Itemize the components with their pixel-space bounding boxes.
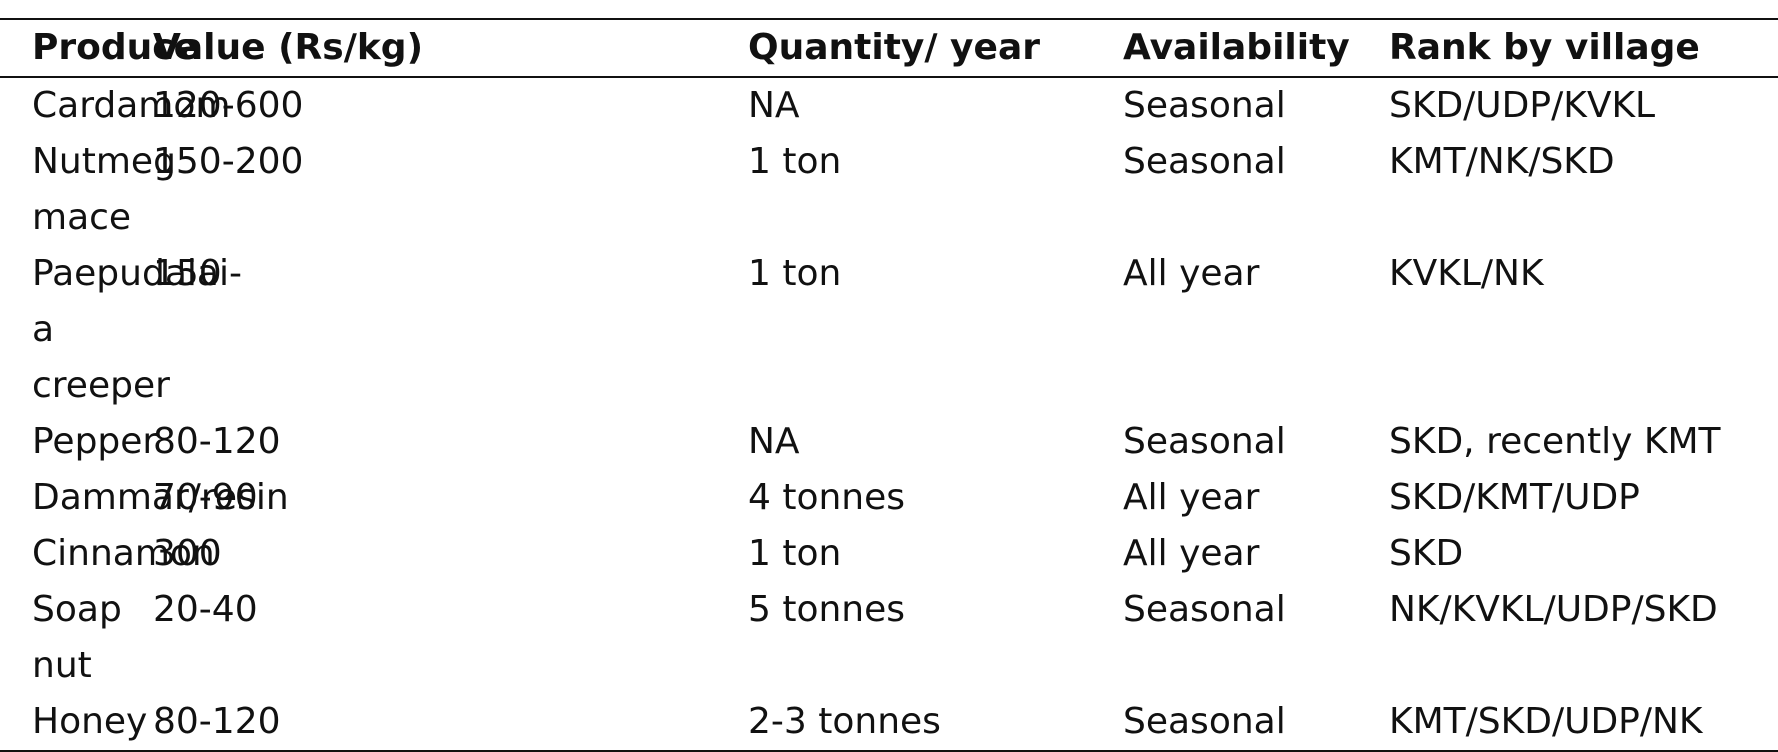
table-cell: SKD, recently KMT: [1389, 421, 1721, 462]
table-cell: 300: [153, 533, 222, 574]
table-row: Dammar/resin 70-90 4 tonnes All year SKD/KMT…: [0, 470, 1778, 526]
table-row: Cinnamon 300 1 ton All year SKD: [0, 526, 1778, 582]
table-cell: NA: [748, 421, 800, 462]
produce-table: Produce Value (Rs/kg) Quantity/ year Availa…: [0, 18, 1778, 752]
table-row: Paepudalai- a creeper 150 1 ton All year KVK…: [0, 246, 1778, 414]
table-cell: 80-120: [153, 701, 281, 742]
table-cell: 1 ton: [748, 141, 842, 182]
table-cell: Nutmeg mace: [32, 141, 176, 238]
table-cell: Cardamom: [32, 85, 231, 126]
table-cell: SKD: [1389, 533, 1464, 574]
table-cell: Paepudalai- a creeper: [32, 253, 242, 406]
table-cell: Seasonal: [1123, 701, 1286, 742]
table-row: Cardamom 120-600 NA Seasonal SKD/UDP/KVKL: [0, 77, 1778, 134]
table-cell: 1 ton: [748, 253, 842, 294]
table-cell: 1 ton: [748, 533, 842, 574]
page: Produce Value (Rs/kg) Quantity/ year Availa…: [0, 19, 1778, 751]
table-row: Honey 80-120 2-3 tonnes Seasonal KMT/SKD/UDP…: [0, 694, 1778, 751]
table-cell: SKD/UDP/KVKL: [1389, 85, 1656, 126]
table-cell: Honey: [32, 701, 148, 742]
table-cell: 4 tonnes: [748, 477, 906, 518]
column-header: Quantity/ year: [748, 27, 1040, 68]
table-cell: All year: [1123, 533, 1260, 574]
table-cell: NA: [748, 85, 800, 126]
table-cell: 80-120: [153, 421, 281, 462]
table-cell: Dammar/resin: [32, 477, 289, 518]
table-cell: KMT/NK/SKD: [1389, 141, 1615, 182]
column-header: Availability: [1123, 27, 1350, 68]
table-cell: 150: [153, 253, 222, 294]
column-header: Rank by village: [1389, 27, 1700, 68]
table-row: Pepper 80-120 NA Seasonal SKD, recently KMT: [0, 414, 1778, 470]
table-cell: All year: [1123, 477, 1260, 518]
table-cell: Seasonal: [1123, 141, 1286, 182]
table-cell: Pepper: [32, 421, 158, 462]
column-header: Produce: [32, 27, 199, 68]
table-cell: Seasonal: [1123, 421, 1286, 462]
table-cell: KMT/SKD/UDP/NK: [1389, 701, 1703, 742]
table-cell: All year: [1123, 253, 1260, 294]
table-cell: 120-600: [153, 85, 304, 126]
table-cell: Cinnamon: [32, 533, 215, 574]
column-header: Value (Rs/kg): [153, 27, 424, 68]
header-row: Produce Value (Rs/kg) Quantity/ year Availa…: [0, 19, 1778, 77]
table-cell: 150-200: [153, 141, 304, 182]
table-cell: KVKL/NK: [1389, 253, 1544, 294]
table-row: Nutmeg mace 150-200 1 ton Seasonal KMT/NK/SK…: [0, 134, 1778, 246]
table-cell: 70-90: [153, 477, 258, 518]
table-cell: Seasonal: [1123, 85, 1286, 126]
table-cell: 2-3 tonnes: [748, 701, 941, 742]
table-cell: SKD/KMT/UDP: [1389, 477, 1640, 518]
